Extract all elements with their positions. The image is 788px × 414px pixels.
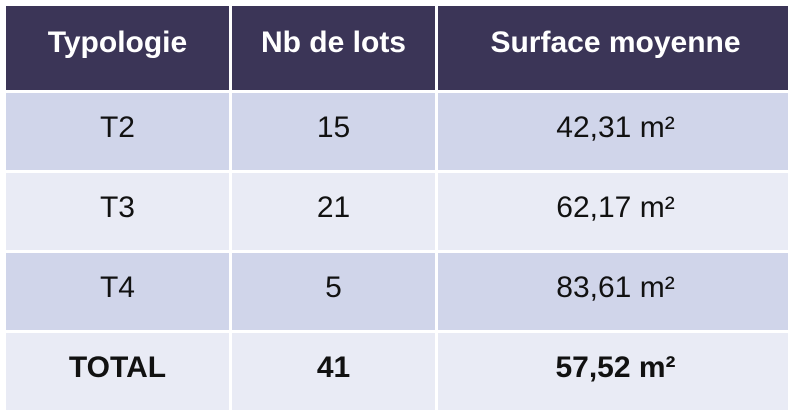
row-t2-typologie: T2 [6,93,229,170]
header-surface-moyenne: Surface moyenne [438,6,788,90]
row-t3-surface: 62,17 m² [438,173,788,250]
total-label: TOTAL [6,333,229,410]
row-t3-lots: 21 [232,173,435,250]
header-nb-lots: Nb de lots [232,6,435,90]
row-t3-typologie: T3 [6,173,229,250]
row-t4-surface: 83,61 m² [438,253,788,330]
header-typologie: Typologie [6,6,229,90]
total-surface: 57,52 m² [438,333,788,410]
row-t2-surface: 42,31 m² [438,93,788,170]
total-lots: 41 [232,333,435,410]
row-t4-lots: 5 [232,253,435,330]
typology-table: Typologie Nb de lots Surface moyenne T2 … [6,6,788,414]
row-t4-typologie: T4 [6,253,229,330]
row-t2-lots: 15 [232,93,435,170]
